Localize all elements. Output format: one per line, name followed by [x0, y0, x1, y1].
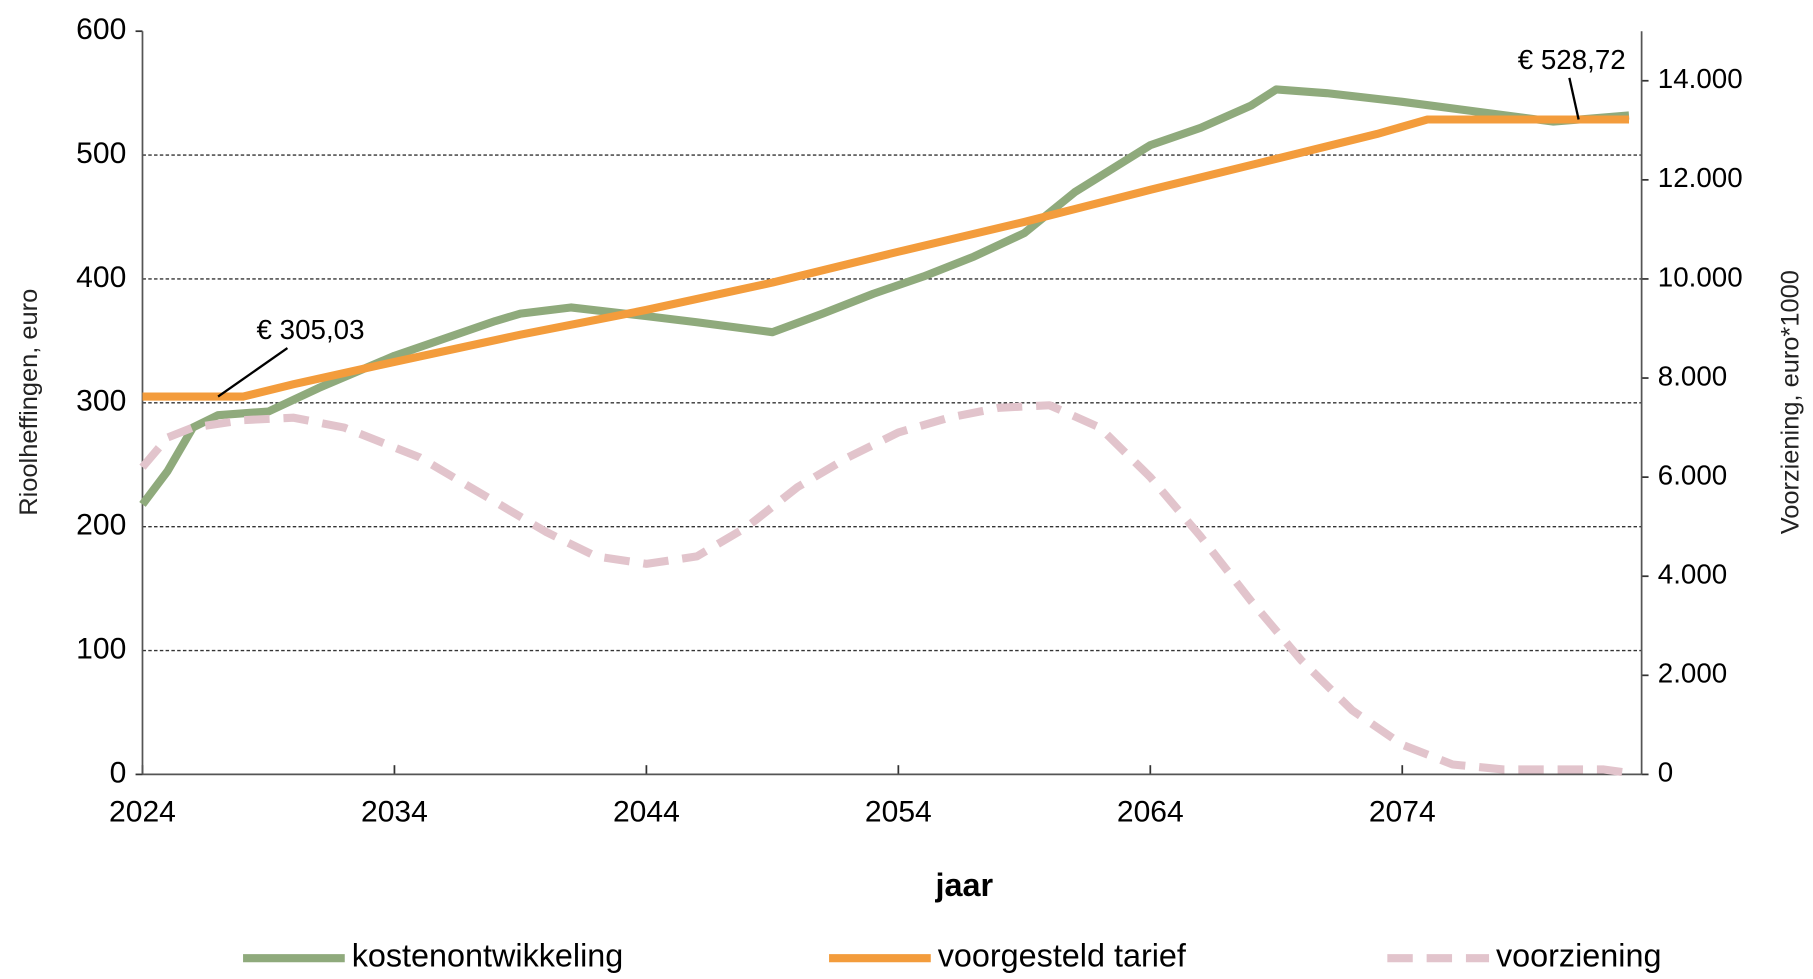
x-tick-label: 2044 [613, 796, 680, 829]
y-tick-label: 0 [110, 756, 127, 789]
annotation: € 528,72 [1518, 44, 1626, 75]
y-tick-label: 500 [76, 137, 126, 170]
y2-tick-label: 10.000 [1658, 261, 1743, 292]
x-tick-label: 2034 [361, 796, 428, 829]
y-tick-label: 200 [76, 509, 126, 542]
y2-tick-label: 12.000 [1658, 162, 1743, 193]
x-tick-label: 2074 [1369, 796, 1436, 829]
y-tick-label: 300 [76, 385, 126, 418]
y-axis-title: Rioolheffingen, euro [15, 289, 43, 516]
annotation-leader [217, 347, 289, 398]
y2-tick-label: 6.000 [1658, 459, 1727, 490]
y-tick-label: 100 [76, 632, 126, 665]
y2-axis-title: Voorziening, euro*1000 [1777, 270, 1805, 534]
y2-tick-label: 4.000 [1658, 559, 1727, 590]
series-line [139, 401, 1630, 777]
legend-label: kostenontwikkeling [352, 938, 624, 974]
y-tick-label: 400 [76, 261, 126, 294]
x-tick-label: 2024 [109, 796, 176, 829]
legend-label: voorziening [1496, 938, 1662, 974]
legend-label: voorgesteld tarief [938, 938, 1187, 974]
y2-tick-label: 0 [1658, 757, 1673, 788]
series-line [142, 115, 1630, 401]
x-tick-label: 2054 [865, 796, 932, 829]
x-axis-title: jaar [935, 867, 994, 903]
y-tick-label: 600 [76, 13, 126, 46]
series-line [139, 85, 1630, 507]
y2-tick-label: 8.000 [1658, 360, 1727, 391]
y2-tick-label: 2.000 [1658, 658, 1727, 689]
annotation-leader [1568, 77, 1580, 120]
x-tick-label: 2064 [1117, 796, 1184, 829]
annotation: € 305,03 [257, 314, 365, 345]
y2-tick-label: 14.000 [1658, 63, 1743, 94]
